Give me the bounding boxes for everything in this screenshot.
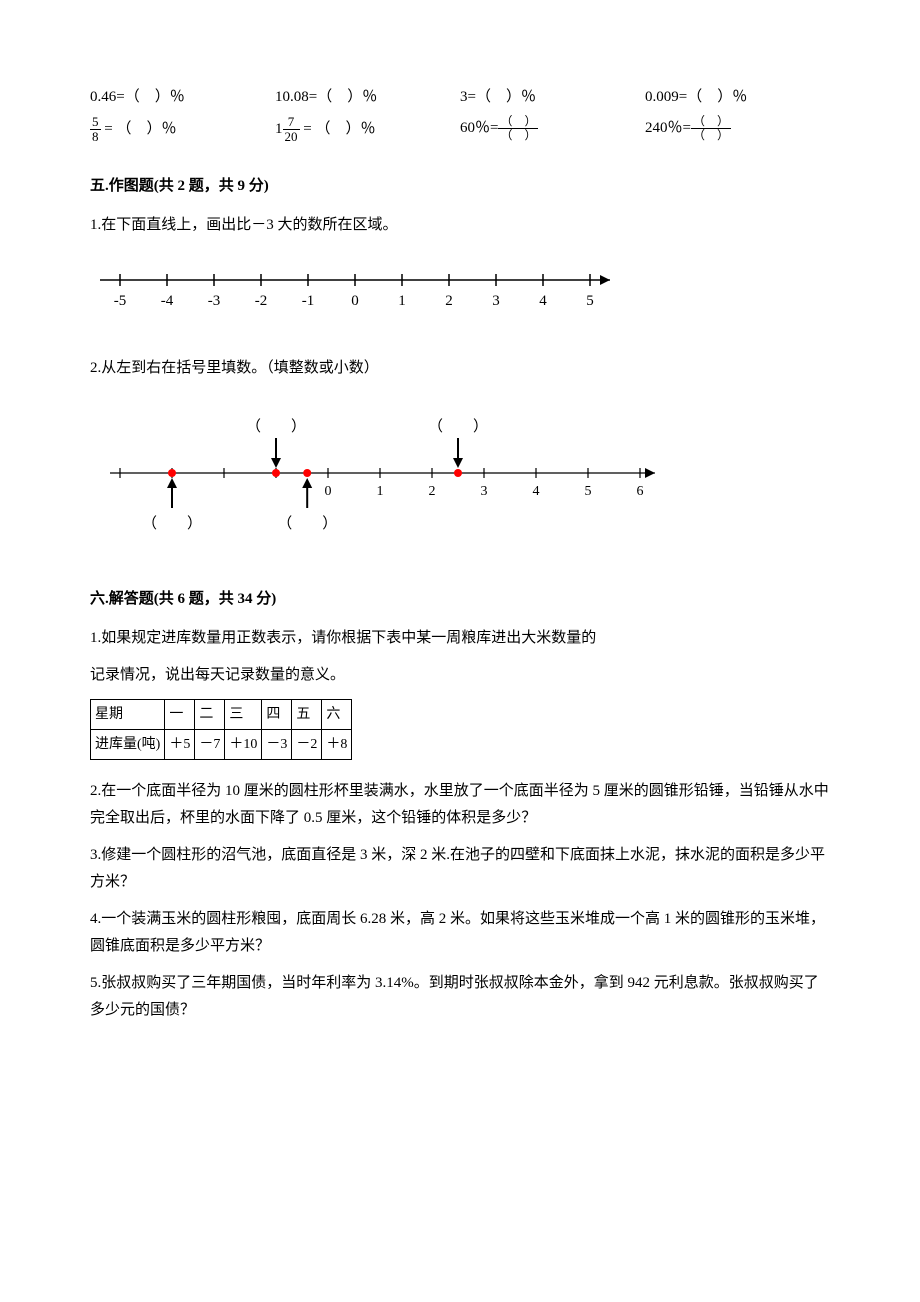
- conv-text: = （ ）％: [300, 121, 376, 137]
- svg-text:2: 2: [429, 484, 436, 499]
- svg-text:6: 6: [637, 484, 644, 499]
- q5-1: 1.在下面直线上，画出比－3 大的数所在区域。: [90, 212, 830, 239]
- numerator: （ ）: [691, 115, 731, 129]
- conv-text: = （ ）％: [101, 121, 177, 137]
- svg-text:-1: -1: [302, 293, 315, 309]
- numberline-1: -5 -4 -3 -2 -1 0 1 2 3 4 5: [90, 255, 830, 335]
- conv-cell: 5 8 = （ ）％: [90, 115, 275, 145]
- q6-1b: 记录情况，说出每天记录数量的意义。: [90, 662, 830, 689]
- conv-cell: 0.009=（ ）％: [645, 84, 830, 111]
- fraction: 7 20: [283, 115, 300, 145]
- svg-text:5: 5: [585, 484, 592, 499]
- conv-text: 60％=: [460, 120, 498, 136]
- numerator: 7: [283, 115, 300, 130]
- svg-text:-3: -3: [208, 293, 221, 309]
- q6-1a: 1.如果规定进库数量用正数表示，请你根据下表中某一周粮库进出大米数量的: [90, 625, 830, 652]
- q6-2: 2.在一个底面半径为 10 厘米的圆柱形杯里装满水，水里放了一个底面半径为 5 …: [90, 778, 830, 832]
- table-header-cell: 三: [225, 699, 262, 729]
- denominator: （ ）: [691, 129, 731, 142]
- table-cell: ＋10: [225, 729, 262, 759]
- conversion-row-1: 0.46=（ ）％ 10.08=（ ）％ 3=（ ）％ 0.009=（ ）％: [90, 84, 830, 111]
- numberline-2-svg: 0 1 2 3 4 5 6 （ ） （ ） （ ） （ ）: [90, 398, 670, 548]
- svg-text:（ ）: （ ）: [246, 418, 306, 435]
- conv-cell: 240％= （ ） （ ）: [645, 115, 830, 145]
- section-6-title: 六.解答题(共 6 题，共 34 分): [90, 586, 830, 613]
- numberline-1-svg: -5 -4 -3 -2 -1 0 1 2 3 4 5: [90, 255, 630, 325]
- svg-text:0: 0: [325, 484, 332, 499]
- svg-text:（ ）: （ ）: [142, 515, 202, 532]
- conv-cell: 0.46=（ ）％: [90, 84, 275, 111]
- conv-cell: 10.08=（ ）％: [275, 84, 460, 111]
- fraction: 5 8: [90, 115, 101, 145]
- svg-text:-4: -4: [161, 293, 174, 309]
- numberline-2: 0 1 2 3 4 5 6 （ ） （ ） （ ） （ ）: [90, 398, 830, 558]
- svg-text:5: 5: [586, 293, 594, 309]
- denominator: （ ）: [498, 129, 538, 142]
- table-header-label: 星期: [91, 699, 165, 729]
- table-cell: ＋8: [322, 729, 352, 759]
- numerator: （ ）: [498, 115, 538, 129]
- table-header-cell: 一: [165, 699, 195, 729]
- whole-part: 1: [275, 121, 283, 137]
- empty-fraction: （ ） （ ）: [498, 115, 538, 142]
- svg-text:1: 1: [398, 293, 406, 309]
- svg-text:4: 4: [539, 293, 547, 309]
- intake-table: 星期 一 二 三 四 五 六 进库量(吨) ＋5 －7 ＋10 －3 －2 ＋8: [90, 699, 352, 760]
- table-header-cell: 二: [195, 699, 225, 729]
- svg-text:（ ）: （ ）: [428, 418, 488, 435]
- svg-text:1: 1: [377, 484, 384, 499]
- q6-5: 5.张叔叔购买了三年期国债，当时年利率为 3.14%。到期时张叔叔除本金外，拿到…: [90, 970, 830, 1024]
- q5-2: 2.从左到右在括号里填数。（填整数或小数）: [90, 355, 830, 382]
- svg-text:（ ）: （ ）: [277, 515, 337, 532]
- table-row: 进库量(吨) ＋5 －7 ＋10 －3 －2 ＋8: [91, 729, 352, 759]
- svg-text:3: 3: [481, 484, 488, 499]
- svg-text:-2: -2: [255, 293, 268, 309]
- conversion-row-2: 5 8 = （ ）％ 1 7 20 = （ ）％ 60％= （ ） （ ） 24…: [90, 115, 830, 145]
- table-header-cell: 四: [262, 699, 292, 729]
- conv-cell: 1 7 20 = （ ）％: [275, 115, 460, 145]
- q6-4: 4.一个装满玉米的圆柱形粮囤，底面周长 6.28 米，高 2 米。如果将这些玉米…: [90, 906, 830, 960]
- svg-text:0: 0: [351, 293, 359, 309]
- conv-text: 240％=: [645, 120, 691, 136]
- table-cell: －2: [292, 729, 322, 759]
- conv-cell: 3=（ ）％: [460, 84, 645, 111]
- numerator: 5: [90, 115, 101, 130]
- svg-text:3: 3: [492, 293, 500, 309]
- table-header-cell: 五: [292, 699, 322, 729]
- svg-text:4: 4: [533, 484, 540, 499]
- denominator: 8: [90, 130, 101, 144]
- table-cell: －3: [262, 729, 292, 759]
- table-cell: ＋5: [165, 729, 195, 759]
- section-5-title: 五.作图题(共 2 题，共 9 分): [90, 173, 830, 200]
- table-cell: －7: [195, 729, 225, 759]
- conversion-block: 0.46=（ ）％ 10.08=（ ）％ 3=（ ）％ 0.009=（ ）％ 5…: [90, 84, 830, 145]
- svg-text:2: 2: [445, 293, 453, 309]
- table-row-label: 进库量(吨): [91, 729, 165, 759]
- denominator: 20: [283, 130, 300, 144]
- conv-cell: 60％= （ ） （ ）: [460, 115, 645, 145]
- table-row: 星期 一 二 三 四 五 六: [91, 699, 352, 729]
- q6-3: 3.修建一个圆柱形的沼气池，底面直径是 3 米，深 2 米.在池子的四壁和下底面…: [90, 842, 830, 896]
- empty-fraction: （ ） （ ）: [691, 115, 731, 142]
- svg-text:-5: -5: [114, 293, 127, 309]
- table-header-cell: 六: [322, 699, 352, 729]
